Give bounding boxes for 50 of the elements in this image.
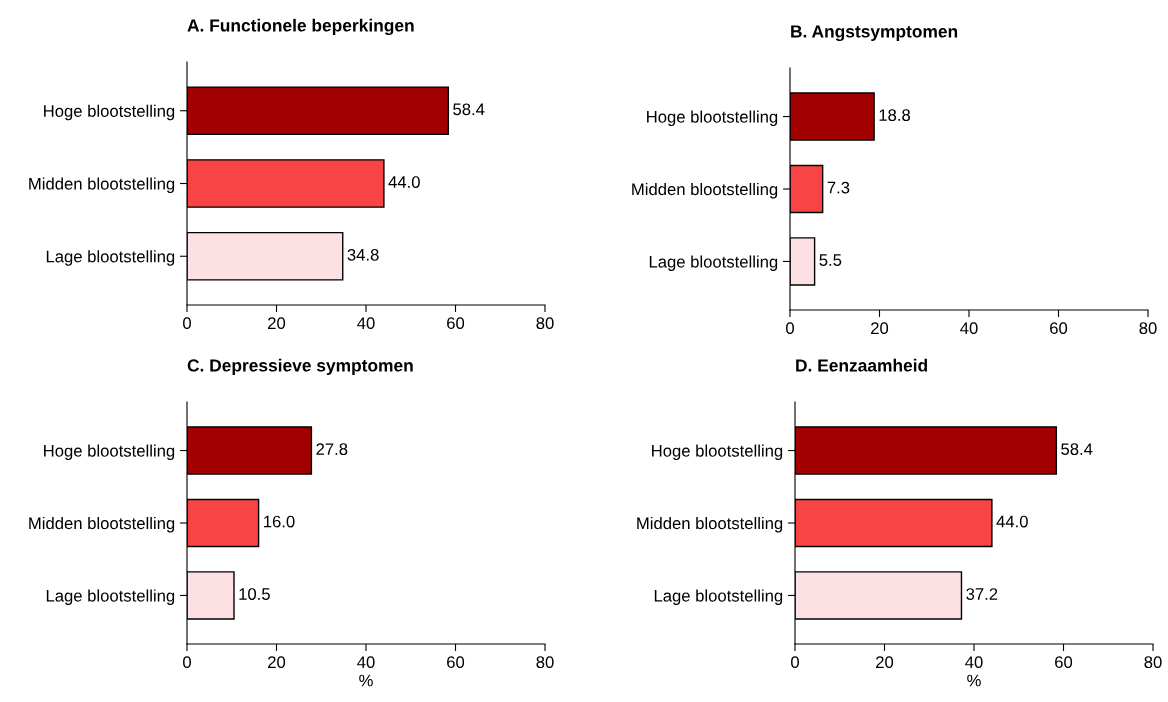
data-label: 27.8 [316,443,348,456]
data-label: 16.0 [264,515,295,528]
x-tick-label: 80 [1139,322,1157,335]
x-tick-label: 20 [876,656,894,669]
x-tick-label: 0 [183,317,191,330]
chart-title: C. Depressieve symptomen [187,358,413,376]
x-tick-label: 20 [268,317,286,330]
data-label: 58.4 [1061,443,1093,456]
y-tick-label: Hoge blootstelling [44,104,175,121]
x-tick-label: 60 [1050,322,1068,335]
x-tick-label: 20 [268,656,286,669]
x-axis-title: % [359,674,373,687]
data-label: 44.0 [388,176,420,188]
data-label: 44.0 [996,515,1028,528]
x-tick-label: 60 [447,656,465,669]
data-label: 7.3 [827,181,850,194]
chart-title: B. Angstsymptomen [791,25,958,42]
y-tick-label: Midden blootstelling [29,177,175,193]
y-tick-label: Lage blootstelling [46,250,175,266]
x-tick-label: 0 [183,656,191,669]
y-tick-label: Midden blootstelling [637,516,783,533]
y-tick-label: Lage blootstelling [654,589,783,605]
y-tick-label: Lage blootstelling [46,589,175,605]
x-tick-label: 80 [536,317,554,330]
x-tick-label: 40 [960,322,978,335]
x-axis-title: % [967,674,981,687]
x-tick-label: 40 [357,317,375,330]
data-label: 10.5 [239,588,270,600]
x-tick-label: 40 [357,656,375,669]
y-tick-label: Hoge blootstelling [652,444,783,461]
chart-title: A. Functionele beperkingen [187,18,414,36]
y-tick-label: Midden blootstelling [632,182,778,199]
x-tick-label: 80 [1144,656,1162,669]
x-tick-label: 60 [447,317,465,330]
x-tick-label: 0 [786,322,794,335]
y-tick-label: Lage blootstelling [649,255,778,271]
data-label: 37.2 [966,588,998,600]
data-label: 58.4 [453,103,485,116]
y-tick-label: Hoge blootstelling [44,444,175,461]
x-tick-label: 60 [1055,656,1073,669]
x-tick-label: 80 [536,656,554,669]
x-tick-label: 40 [965,656,983,669]
data-label: 5.5 [819,254,842,266]
y-tick-label: Midden blootstelling [29,516,175,533]
y-tick-label: Hoge blootstelling [647,110,778,127]
data-label: 18.8 [879,109,911,122]
x-tick-label: 0 [791,656,799,669]
data-label: 34.8 [347,248,379,261]
x-tick-label: 20 [871,322,889,335]
chart-title: D. Eenzaamheid [796,358,927,372]
